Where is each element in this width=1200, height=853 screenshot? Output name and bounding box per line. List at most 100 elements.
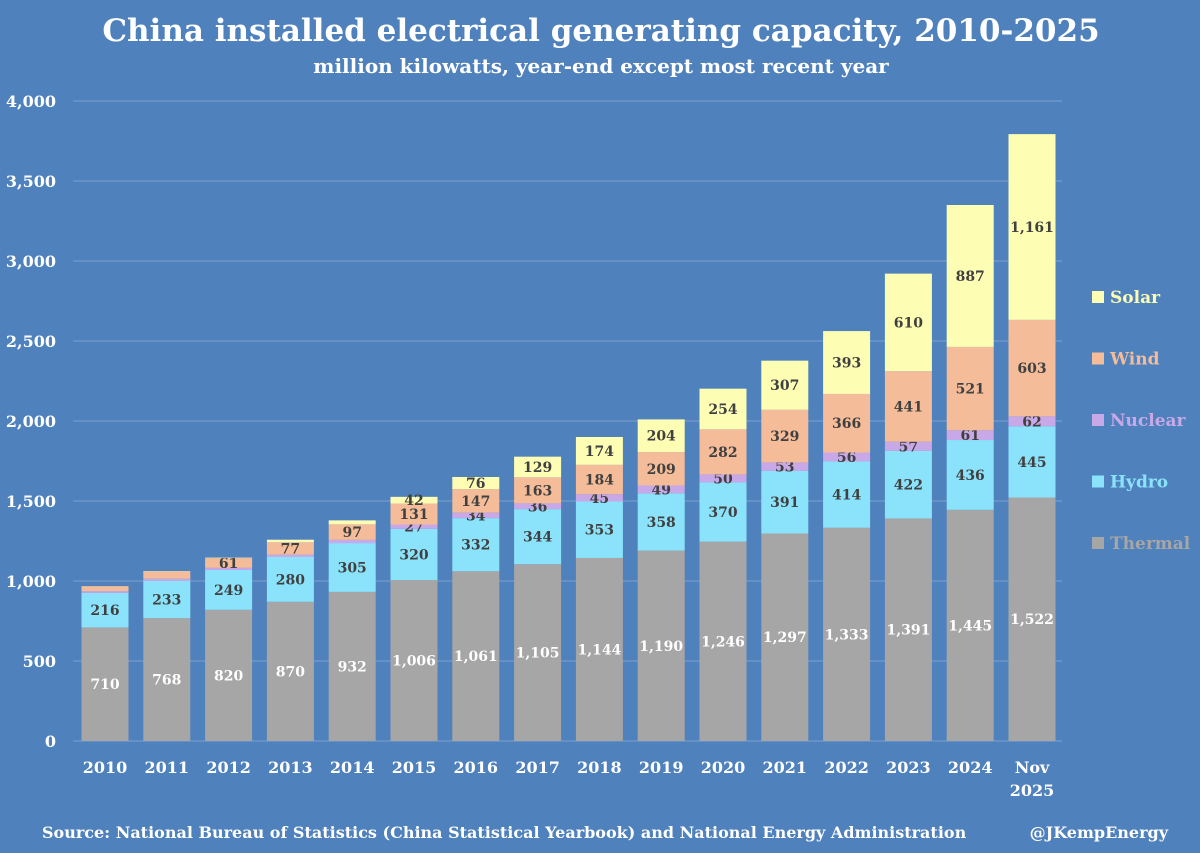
bar-wind (637, 452, 685, 486)
data-label-wind: 603 (1017, 361, 1046, 377)
data-label-thermal: 1,006 (392, 654, 436, 670)
bar-hydro (514, 509, 562, 565)
legend-label-thermal: Thermal (1110, 534, 1191, 554)
bar-solar (946, 205, 994, 347)
bar-thermal (514, 564, 562, 741)
bar-solar (823, 331, 871, 394)
data-label-wind: 77 (281, 541, 300, 557)
bar-thermal (884, 518, 932, 741)
data-label-hydro: 414 (832, 488, 861, 504)
y-tick-label: 3,000 (6, 252, 56, 271)
legend-swatch-thermal (1092, 537, 1104, 549)
data-label-hydro: 344 (523, 530, 552, 546)
bar-thermal (1008, 497, 1056, 741)
x-tick-label: 2020 (701, 758, 746, 777)
x-tick-label: 2011 (145, 758, 190, 777)
data-label-thermal: 1,105 (516, 646, 560, 662)
data-label-thermal: 1,522 (1010, 612, 1054, 628)
bar-thermal (452, 571, 500, 741)
y-tick-label: 0 (45, 732, 56, 751)
data-label-thermal: 1,061 (454, 649, 498, 665)
bar-nuclear (514, 503, 562, 510)
bar-solar (884, 273, 932, 372)
data-label-hydro: 445 (1017, 455, 1046, 471)
x-axis: 2010 2011 2012 2013 2014 2015 2016 2017 2018 2019… (83, 758, 1055, 800)
bar-thermal (328, 591, 376, 741)
data-label-wind: 441 (894, 400, 923, 416)
x-tick-label: Nov (1015, 758, 1050, 777)
legend-label-hydro: Hydro (1110, 473, 1168, 493)
data-label-solar: 393 (832, 356, 861, 372)
bar-hydro (823, 461, 871, 528)
data-label-hydro: 422 (894, 478, 923, 494)
bar-hydro (205, 569, 253, 610)
data-label-wind: 209 (647, 462, 676, 478)
bar-nuclear (205, 567, 253, 570)
data-label-hydro: 233 (152, 592, 181, 608)
x-tick-label: 2014 (330, 758, 375, 777)
x-tick-label: 2013 (268, 758, 313, 777)
x-tick-label: 2022 (824, 758, 869, 777)
data-label-thermal: 1,391 (886, 623, 930, 639)
data-label-thermal: 932 (338, 659, 367, 675)
data-label-solar: 204 (647, 429, 676, 445)
data-label-thermal: 1,144 (577, 642, 621, 658)
bar-nuclear (1008, 416, 1056, 427)
bar-solar (637, 419, 685, 453)
legend-swatch-solar (1092, 291, 1104, 303)
source-note: Source: National Bureau of Statistics (C… (42, 823, 967, 842)
bar-wind (390, 503, 438, 525)
y-tick-label: 1,000 (6, 572, 56, 591)
bar-hydro (699, 482, 747, 542)
bar-hydro (637, 493, 685, 551)
bar-wind (143, 571, 191, 579)
bar-nuclear (266, 554, 314, 557)
bar-nuclear (946, 430, 994, 441)
data-label-solar: 76 (466, 476, 485, 492)
data-label-wind: 184 (585, 473, 614, 489)
legend-swatch-wind (1092, 352, 1104, 365)
x-tick-label: 2015 (392, 758, 437, 777)
x-tick-label: 2018 (577, 758, 622, 777)
bar-nuclear (328, 539, 376, 544)
bar-solar (266, 539, 314, 543)
x-tick-label: 2025 (1010, 781, 1055, 800)
bar-thermal (823, 527, 871, 741)
data-label-solar: 887 (956, 269, 985, 285)
bar-thermal (143, 618, 191, 741)
legend-label-wind: Wind (1109, 350, 1160, 370)
data-label-thermal: 1,246 (701, 634, 745, 650)
data-label-thermal: 768 (152, 673, 181, 689)
bar-nuclear (452, 512, 500, 519)
x-tick-label: 2017 (515, 758, 560, 777)
bar-solar (328, 520, 376, 525)
bar-thermal (699, 541, 747, 741)
bar-hydro (761, 470, 809, 534)
bar-nuclear (823, 452, 871, 462)
x-tick-label: 2021 (763, 758, 808, 777)
x-tick-label: 2010 (83, 758, 128, 777)
data-label-nuclear: 49 (651, 482, 670, 498)
data-label-wind: 366 (832, 416, 861, 432)
bar-thermal (637, 550, 685, 741)
data-label-hydro: 370 (708, 505, 737, 521)
x-tick-label: 2019 (639, 758, 684, 777)
x-tick-label: 2023 (886, 758, 931, 777)
x-tick-label: 2012 (206, 758, 251, 777)
data-label-solar: 610 (894, 315, 923, 331)
bar-wind (575, 464, 623, 495)
data-label-wind: 131 (399, 507, 428, 523)
data-label-solar: 307 (770, 378, 799, 394)
bar-nuclear (81, 591, 129, 593)
bar-nuclear (699, 474, 747, 483)
data-label-wind: 329 (770, 429, 799, 445)
y-tick-label: 4,000 (6, 92, 56, 111)
bar-thermal (575, 557, 623, 741)
chart-subtitle: million kilowatts, year-end except most … (313, 54, 889, 78)
y-tick-label: 2,500 (6, 332, 56, 351)
data-label-wind: 147 (461, 494, 490, 510)
data-label-nuclear: 61 (960, 428, 979, 444)
data-label-hydro: 358 (647, 515, 676, 531)
